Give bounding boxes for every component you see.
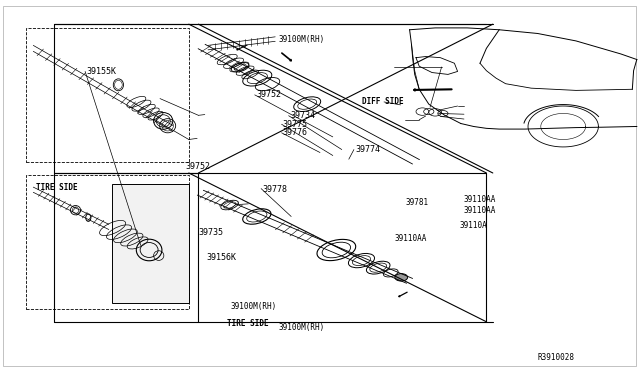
Text: TIRE SIDE: TIRE SIDE: [227, 319, 269, 328]
Bar: [26, 28, 189, 162]
Text: 39156K: 39156K: [206, 253, 236, 262]
Text: 39776: 39776: [283, 128, 308, 137]
Text: TIRE SIDE: TIRE SIDE: [36, 183, 78, 192]
Text: 39778: 39778: [262, 185, 287, 194]
Text: 39100M(RH): 39100M(RH): [278, 323, 324, 332]
Text: 39110AA: 39110AA: [464, 195, 497, 203]
Text: 39774: 39774: [355, 145, 380, 154]
Text: 39752: 39752: [186, 162, 211, 171]
Text: 39110A: 39110A: [460, 221, 487, 230]
Text: R3910028: R3910028: [538, 353, 575, 362]
Text: DIFF SIDE: DIFF SIDE: [362, 97, 403, 106]
Text: 39100M(RH): 39100M(RH): [230, 302, 276, 311]
Bar: [26, 175, 189, 309]
Text: 39155K: 39155K: [86, 67, 116, 76]
Text: 39110AA: 39110AA: [464, 206, 497, 215]
Text: 39110AA: 39110AA: [394, 234, 427, 243]
Text: 39781: 39781: [405, 198, 428, 207]
Text: 39100M(RH): 39100M(RH): [278, 35, 324, 44]
Bar: [112, 184, 189, 303]
Text: 39775: 39775: [283, 120, 308, 129]
Text: 39734: 39734: [290, 111, 315, 120]
Circle shape: [395, 274, 408, 281]
Text: 39752: 39752: [256, 90, 281, 99]
Text: 39735: 39735: [198, 228, 223, 237]
